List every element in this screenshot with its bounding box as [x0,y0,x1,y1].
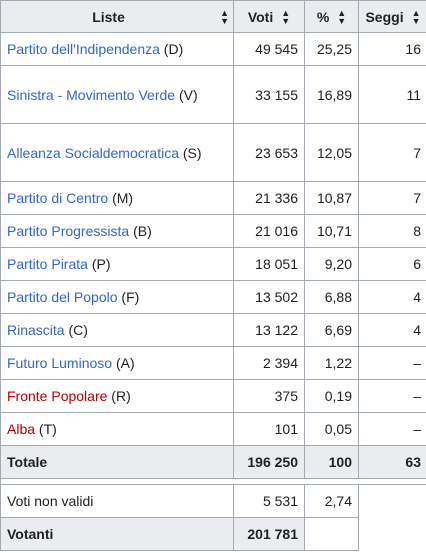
header-voti-label: Voti [247,8,274,25]
seats-cell: 16 [358,32,426,66]
votes-cell: 49 545 [233,32,305,66]
seats-cell: 11 [358,65,426,124]
total-pct: 100 [304,445,359,479]
party-abbr: (R) [111,388,131,404]
total-row: Totale 196 250 100 63 [0,445,426,479]
seats-cell: 6 [358,247,426,281]
party-link[interactable]: Partito Pirata [7,256,88,272]
seats-cell: – [358,346,426,380]
table-row: Alleanza Socialdemocratica (S) 23 653 12… [0,123,426,182]
party-link[interactable]: Futuro Luminoso [7,355,113,371]
header-seggi[interactable]: Seggi ▲ ▼ [358,0,426,33]
table-row: Partito dell'Indipendenza (D) 49 545 25,… [0,32,426,66]
pct-cell: 12,05 [304,123,359,182]
votes-cell: 101 [233,412,305,446]
party-abbr: (M) [112,190,134,206]
seats-cell: 7 [358,181,426,215]
invalid-votes-count: 5 531 [233,484,305,518]
party-redlink[interactable]: Fronte Popolare [7,388,108,404]
votes-cell: 2 394 [233,346,305,380]
table-row: Partito del Popolo (F) 13 502 6,88 4 [0,280,426,314]
header-voti[interactable]: Voti ▲ ▼ [233,0,305,33]
seats-cell: 4 [358,313,426,347]
seats-cell: 8 [358,214,426,248]
total-seats: 63 [358,445,426,479]
party-link[interactable]: Partito dell'Indipendenza [7,41,160,57]
votes-cell: 21 336 [233,181,305,215]
table-row: Partito di Centro (M) 21 336 10,87 7 [0,181,426,215]
seats-cell: 4 [358,280,426,314]
votes-cell: 13 122 [233,313,305,347]
turnout-votes: 201 781 [233,517,305,551]
party-abbr: (F) [121,289,140,305]
party-abbr: (D) [163,41,184,57]
header-pct-label: % [316,8,330,25]
party-abbr: (V) [178,86,198,103]
party-link[interactable]: Partito Progressista [7,223,130,239]
sort-icon[interactable]: ▲ ▼ [411,7,421,26]
party-link[interactable]: Rinascita [7,322,65,338]
seats-cell: 7 [358,123,426,182]
invalid-votes-row: Voti non validi 5 531 2,74 [0,484,426,551]
party-link[interactable]: Partito di Centro [7,190,109,206]
pct-cell: 25,25 [304,32,359,66]
party-abbr: (T) [38,421,57,437]
sort-icon[interactable]: ▲ ▼ [220,7,229,26]
header-row: Liste ▲ ▼ Voti ▲ ▼ % ▲ ▼ Seggi ▲ ▼ [0,0,426,33]
pct-cell: 16,89 [304,65,359,124]
party-abbr: (S) [182,144,202,161]
table-row: Alba (T) 101 0,05 – [0,412,426,446]
table-row: Fronte Popolare (R) 375 0,19 – [0,379,426,413]
table-row: Rinascita (C) 13 122 6,69 4 [0,313,426,347]
table-row: Futuro Luminoso (A) 2 394 1,22 – [0,346,426,380]
pct-cell: 10,71 [304,214,359,248]
pct-cell: 9,20 [304,247,359,281]
pct-cell: 10,87 [304,181,359,215]
table-row: Partito Progressista (B) 21 016 10,71 8 [0,214,426,248]
turnout-label: Votanti [0,517,234,551]
votes-cell: 18 051 [233,247,305,281]
total-label: Totale [0,445,234,479]
sort-icon[interactable]: ▲ ▼ [337,7,347,26]
turnout-row: Votanti 201 781 [0,517,426,551]
invalid-votes-label: Voti non validi [0,484,234,518]
party-link[interactable]: Sinistra - Movimento Verde [7,86,176,103]
seats-cell: – [358,412,426,446]
party-link[interactable]: Partito del Popolo [7,289,118,305]
pct-cell: 6,88 [304,280,359,314]
header-seggi-label: Seggi [365,8,404,25]
invalid-votes-pct: 2,74 [304,484,359,518]
votes-cell: 23 653 [233,123,305,182]
pct-cell: 6,69 [304,313,359,347]
table-row: Partito Pirata (P) 18 051 9,20 6 [0,247,426,281]
total-votes: 196 250 [233,445,305,479]
pct-cell: 0,19 [304,379,359,413]
votes-cell: 13 502 [233,280,305,314]
sort-icon[interactable]: ▲ ▼ [281,7,291,26]
seats-cell: – [358,379,426,413]
pct-cell: 0,05 [304,412,359,446]
votes-cell: 33 155 [233,65,305,124]
party-abbr: (P) [91,256,111,272]
party-redlink[interactable]: Alba [7,421,36,437]
party-abbr: (A) [115,355,135,371]
pct-cell: 1,22 [304,346,359,380]
party-abbr: (C) [68,322,88,338]
header-liste-label: Liste [92,8,125,25]
header-liste[interactable]: Liste ▲ ▼ [0,0,234,33]
table-row: Sinistra - Movimento Verde (V) 33 155 16… [0,65,426,124]
party-abbr: (B) [133,223,152,239]
votes-cell: 21 016 [233,214,305,248]
header-pct[interactable]: % ▲ ▼ [304,0,359,33]
party-link[interactable]: Alleanza Socialdemocratica [7,144,179,161]
votes-cell: 375 [233,379,305,413]
